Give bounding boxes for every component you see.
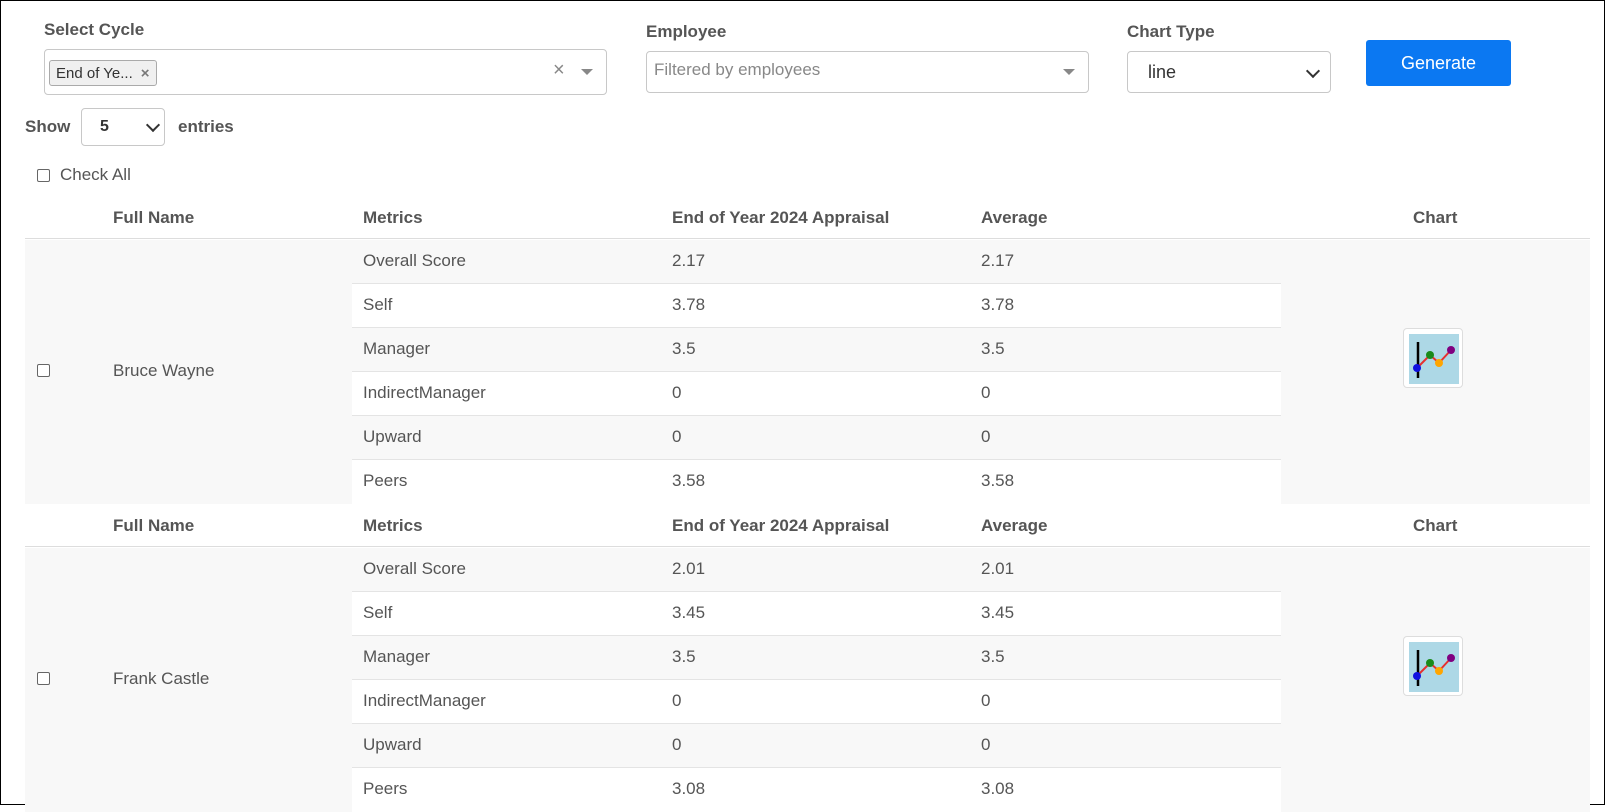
metric-value: 3.5 (672, 647, 696, 666)
employee-field[interactable]: Filtered by employees (646, 51, 1089, 93)
employee-name: Bruce Wayne (113, 361, 215, 380)
chart-type-select[interactable]: line (1127, 51, 1331, 93)
chart-button[interactable] (1403, 328, 1463, 388)
show-label: Show (25, 117, 71, 136)
metric-name: Upward (363, 427, 422, 446)
metric-row: Overall Score 2.17 2.17 (352, 240, 1281, 284)
metric-average: 3.5 (981, 647, 1005, 666)
metric-value: 2.01 (672, 559, 706, 578)
check-all-checkbox[interactable] (37, 169, 50, 182)
metric-name: Overall Score (363, 559, 466, 578)
metric-name: Self (363, 295, 393, 314)
select-cycle-field[interactable]: End of Ye... × × (44, 49, 607, 95)
employee-name: Frank Castle (113, 669, 210, 688)
metric-name: IndirectManager (363, 383, 486, 402)
metric-row: Peers 3.58 3.58 (352, 460, 1281, 504)
metric-row: Upward 0 0 (352, 416, 1281, 460)
metric-average: 3.58 (981, 471, 1015, 490)
select-cycle-label: Select Cycle (44, 20, 145, 39)
metric-value: 0 (672, 735, 682, 754)
chevron-down-icon[interactable] (581, 69, 593, 75)
header-metrics: Metrics (363, 516, 423, 535)
metric-name: IndirectManager (363, 691, 486, 710)
employee-placeholder: Filtered by employees (654, 60, 821, 79)
clear-icon[interactable]: × (553, 59, 565, 81)
metric-average: 3.5 (981, 339, 1005, 358)
header-average: Average (981, 516, 1048, 535)
metric-average: 0 (981, 691, 991, 710)
cycle-tag-text: End of Ye... (56, 65, 133, 82)
entries-select[interactable]: 5 (81, 108, 165, 146)
chevron-down-icon (1305, 63, 1321, 79)
metric-value: 2.17 (672, 251, 706, 270)
header-full-name: Full Name (113, 208, 195, 227)
metric-value: 0 (672, 691, 682, 710)
metric-row: Self 3.45 3.45 (352, 592, 1281, 636)
header-metrics: Metrics (363, 208, 423, 227)
line-chart-icon (1409, 642, 1459, 692)
remove-tag-icon[interactable]: × (140, 65, 150, 82)
metric-average: 0 (981, 427, 991, 446)
header-chart: Chart (1413, 516, 1458, 535)
row-checkbox[interactable] (37, 364, 50, 377)
metric-name: Upward (363, 735, 422, 754)
header-cycle: End of Year 2024 Appraisal (672, 516, 890, 535)
employee-label: Employee (646, 22, 727, 41)
metric-value: 3.58 (672, 471, 706, 490)
metric-name: Manager (363, 647, 431, 666)
table-header: Full Name Metrics End of Year 2024 Appra… (25, 505, 1590, 547)
metric-value: 0 (672, 383, 682, 402)
metric-average: 3.78 (981, 295, 1015, 314)
row-checkbox[interactable] (37, 672, 50, 685)
metric-row: Upward 0 0 (352, 724, 1281, 768)
employee-group: Bruce Wayne Overall Score 2.17 2.17 Self… (25, 240, 1590, 504)
metric-row: IndirectManager 0 0 (352, 680, 1281, 724)
generate-button[interactable]: Generate (1366, 40, 1511, 86)
metric-value: 3.78 (672, 295, 706, 314)
chevron-down-icon (145, 117, 161, 133)
entries-suffix: entries (178, 117, 234, 136)
metric-average: 3.45 (981, 603, 1015, 622)
table-header: Full Name Metrics End of Year 2024 Appra… (25, 197, 1590, 239)
header-chart: Chart (1413, 208, 1458, 227)
metric-name: Peers (363, 779, 408, 798)
metric-name: Self (363, 603, 393, 622)
header-full-name: Full Name (113, 516, 195, 535)
metric-row: Self 3.78 3.78 (352, 284, 1281, 328)
metric-name: Overall Score (363, 251, 466, 270)
metric-value: 3.08 (672, 779, 706, 798)
employee-group: Frank Castle Overall Score 2.01 2.01 Sel… (25, 548, 1590, 812)
metric-row: Peers 3.08 3.08 (352, 768, 1281, 812)
chevron-down-icon[interactable] (1063, 69, 1075, 75)
metric-value: 3.5 (672, 339, 696, 358)
metric-average: 2.17 (981, 251, 1015, 270)
header-cycle: End of Year 2024 Appraisal (672, 208, 890, 227)
chart-type-value: line (1148, 62, 1177, 82)
metric-name: Manager (363, 339, 431, 358)
metric-average: 3.08 (981, 779, 1015, 798)
chart-button[interactable] (1403, 636, 1463, 696)
metric-row: Manager 3.5 3.5 (352, 328, 1281, 372)
cycle-tag: End of Ye... × (49, 60, 157, 86)
line-chart-icon (1409, 334, 1459, 384)
metric-value: 3.45 (672, 603, 706, 622)
metric-average: 0 (981, 383, 991, 402)
metric-name: Peers (363, 471, 408, 490)
metric-value: 0 (672, 427, 682, 446)
metric-row: IndirectManager 0 0 (352, 372, 1281, 416)
metric-average: 0 (981, 735, 991, 754)
metric-average: 2.01 (981, 559, 1015, 578)
metric-row: Overall Score 2.01 2.01 (352, 548, 1281, 592)
metric-row: Manager 3.5 3.5 (352, 636, 1281, 680)
chart-type-label: Chart Type (1127, 22, 1215, 41)
entries-value: 5 (100, 118, 109, 135)
header-average: Average (981, 208, 1048, 227)
check-all-label: Check All (60, 165, 131, 184)
